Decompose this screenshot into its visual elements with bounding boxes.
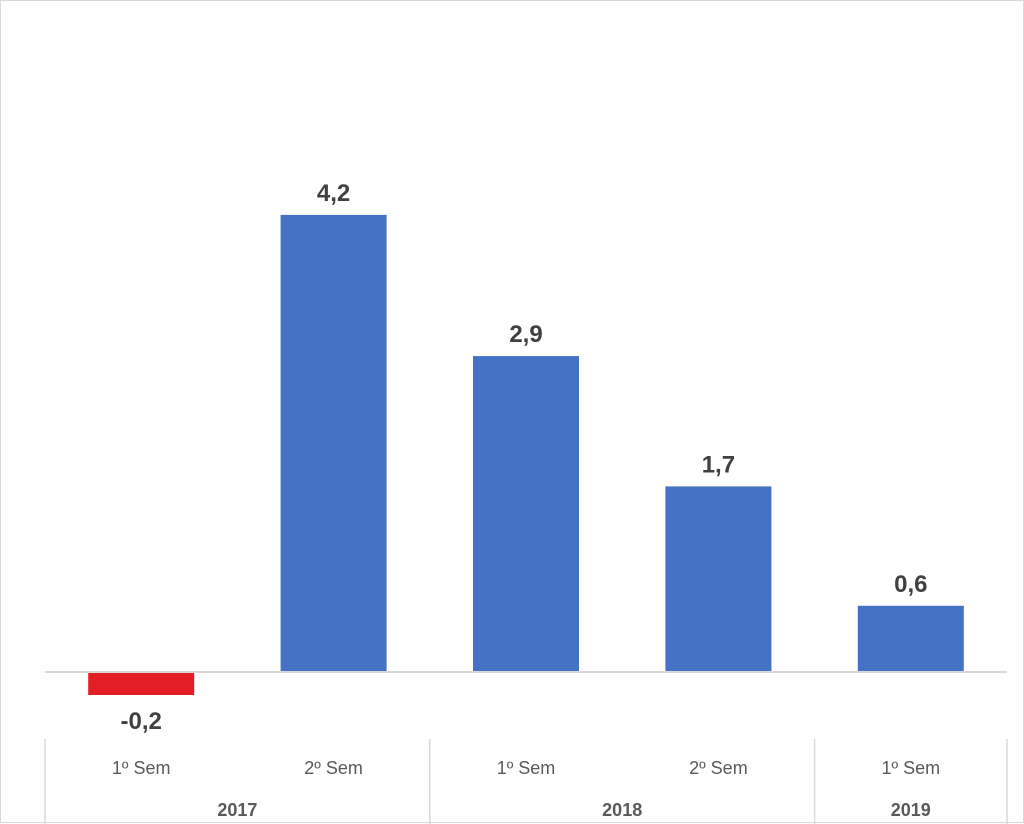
bar-1 [88, 673, 195, 695]
bar-2 [280, 214, 387, 671]
data-label-3: 2,9 [509, 321, 542, 348]
category-label-5: 1º Sem [881, 758, 940, 778]
group-label-2017: 2017 [217, 800, 257, 820]
bar-4 [665, 486, 772, 671]
data-label-4: 1,7 [702, 451, 735, 478]
data-label-2: 4,2 [317, 180, 350, 207]
category-label-2: 2º Sem [304, 758, 363, 778]
category-label-4: 2º Sem [689, 758, 748, 778]
data-label-1: -0,2 [121, 708, 162, 735]
bar-5 [857, 605, 964, 671]
category-label-1: 1º Sem [112, 758, 171, 778]
category-label-3: 1º Sem [497, 758, 556, 778]
data-label-5: 0,6 [894, 571, 927, 598]
bar-3 [473, 356, 579, 671]
group-label-2018: 2018 [602, 800, 642, 820]
group-label-2019: 2019 [891, 800, 931, 820]
